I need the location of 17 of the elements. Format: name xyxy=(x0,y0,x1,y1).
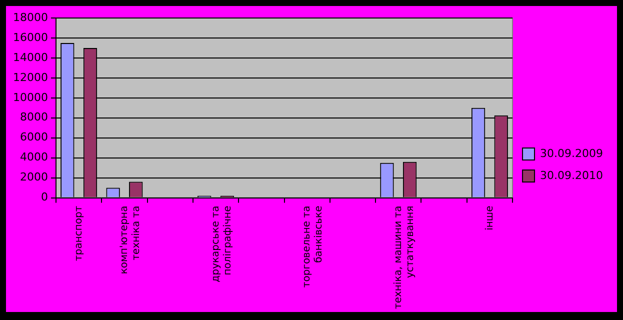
y-tick-label: 16000 xyxy=(12,30,48,44)
y-tick-label: 6000 xyxy=(20,130,48,144)
y-tick-label: 4000 xyxy=(20,150,48,164)
y-tick-label: 12000 xyxy=(12,70,48,84)
y-tick-label: 10000 xyxy=(12,90,48,104)
x-tick-label: торговельне та банківське xyxy=(302,206,325,288)
x-tick-label: техніка, машини та устаткування xyxy=(392,206,416,310)
y-tick-label: 2000 xyxy=(20,170,48,184)
x-tick-label: друкарське та поліграфічне xyxy=(210,206,234,282)
x-tick-label: інше xyxy=(484,206,496,230)
y-tick-label: 0 xyxy=(40,190,48,204)
x-tick-label: транспорт xyxy=(73,206,84,261)
legend-label: 30.09.2010 xyxy=(540,168,604,182)
legend-label: 30.09.2009 xyxy=(540,146,604,160)
y-tick-label: 14000 xyxy=(12,50,48,64)
y-tick-label: 18000 xyxy=(12,10,48,24)
y-tick-label: 8000 xyxy=(20,110,48,124)
